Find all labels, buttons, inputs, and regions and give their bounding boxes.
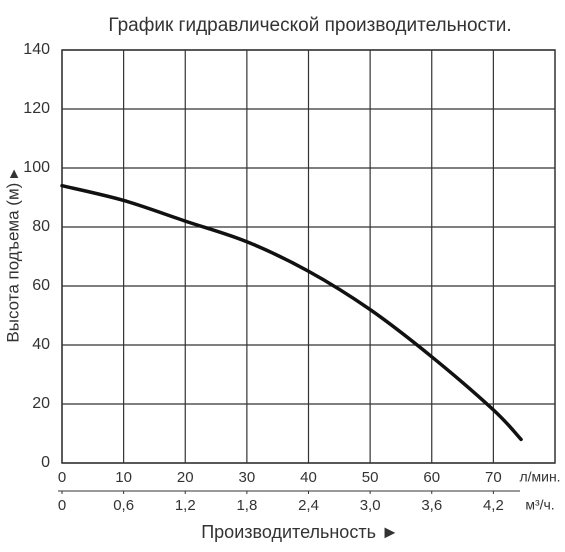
x2-tick-label: 0,6: [113, 497, 134, 514]
x-axis-label: Производительность ►: [201, 522, 399, 542]
y-tick-label: 20: [32, 395, 50, 412]
x2-tick-label: 1,2: [175, 497, 196, 514]
x-tick-label: 40: [300, 469, 317, 486]
chart-title: График гидравлической производительности…: [108, 15, 511, 36]
y-tick-label: 120: [23, 100, 50, 117]
x-tick-label: 70: [485, 469, 502, 486]
y-axis-label: Высота подъема (м) ▸: [3, 169, 22, 343]
y-tick-label: 140: [23, 41, 50, 58]
x-tick-label: 0: [58, 469, 66, 486]
y-tick-label: 40: [32, 336, 50, 353]
x2-tick-label: 4,2: [483, 497, 504, 514]
x-tick-label: 10: [115, 469, 132, 486]
x2-unit: м³/ч.: [525, 497, 554, 513]
x-tick-label: 50: [362, 469, 379, 486]
y-tick-label: 80: [32, 218, 50, 235]
x2-tick-label: 3,6: [421, 497, 442, 514]
x2-tick-label: 3,0: [360, 497, 381, 514]
curve: [60, 183, 523, 442]
x2-tick-label: 0: [58, 497, 66, 514]
y-tick-label: 0: [41, 454, 50, 471]
x-tick-label: 30: [239, 469, 256, 486]
y-tick-label: 60: [32, 277, 50, 294]
x-tick-label: 60: [423, 469, 440, 486]
x2-tick-label: 2,4: [298, 497, 319, 514]
x-unit: л/мин.: [519, 469, 560, 485]
x-tick-label: 20: [177, 469, 194, 486]
y-tick-label: 100: [23, 159, 50, 176]
x2-tick-label: 1,8: [236, 497, 257, 514]
